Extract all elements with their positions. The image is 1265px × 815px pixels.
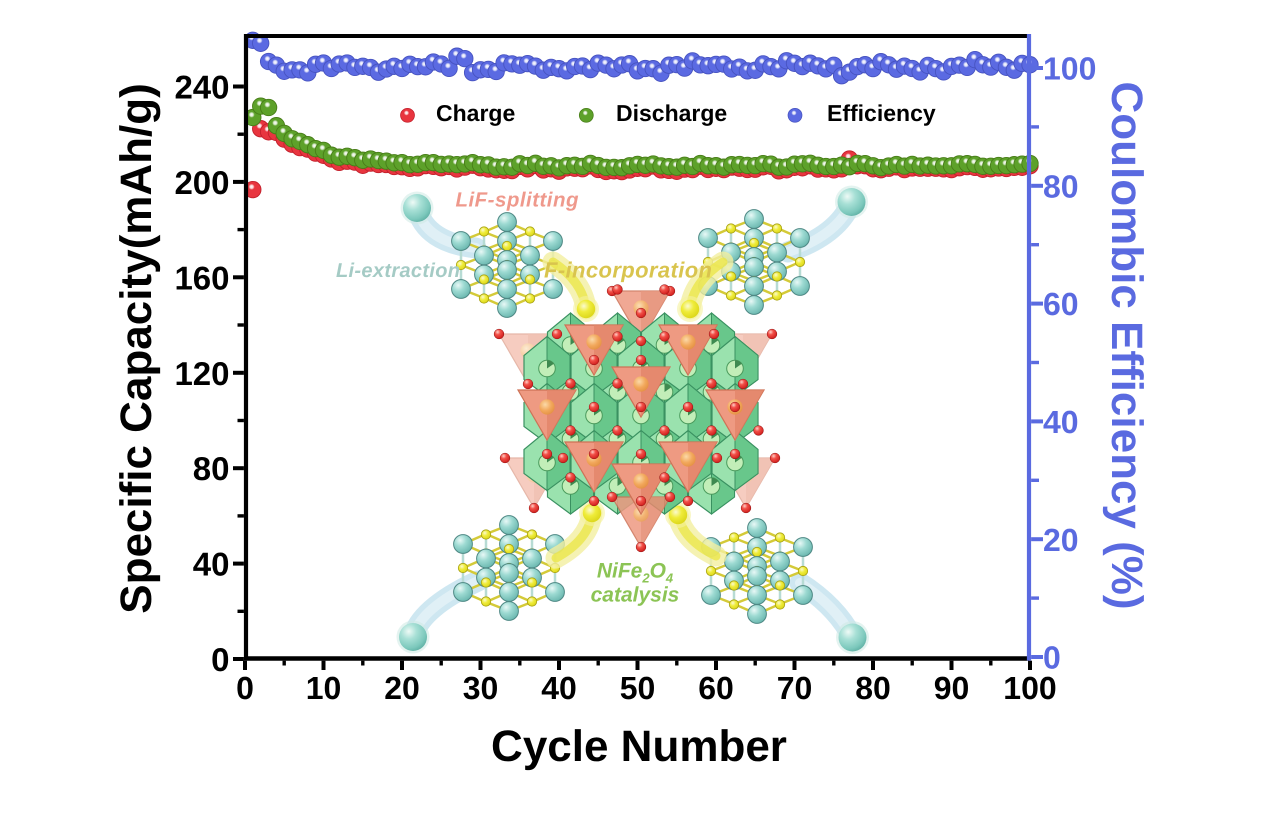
svg-text:Li-extraction: Li-extraction (336, 260, 460, 282)
svg-text:Cycle Number: Cycle Number (491, 722, 787, 771)
svg-text:Charge: Charge (436, 100, 515, 126)
svg-text:80: 80 (855, 670, 891, 706)
svg-text:120: 120 (174, 355, 229, 392)
svg-text:80: 80 (1043, 168, 1079, 204)
svg-text:Coulombic Efficiency (%): Coulombic Efficiency (%) (1102, 81, 1151, 609)
svg-text:0: 0 (1043, 640, 1061, 676)
svg-text:F-incorporation: F-incorporation (544, 258, 712, 283)
svg-text:40: 40 (1043, 404, 1079, 440)
svg-text:100: 100 (1043, 51, 1096, 87)
svg-text:30: 30 (463, 670, 499, 706)
svg-text:Discharge: Discharge (616, 100, 727, 126)
svg-text:Specific Capacity(mAh/g): Specific Capacity(mAh/g) (112, 83, 161, 614)
svg-text:20: 20 (384, 670, 420, 706)
svg-text:160: 160 (174, 259, 229, 296)
svg-text:10: 10 (306, 670, 342, 706)
svg-text:100: 100 (1003, 670, 1056, 706)
svg-text:0: 0 (236, 670, 254, 706)
svg-text:40: 40 (193, 546, 230, 583)
svg-text:70: 70 (777, 670, 813, 706)
svg-text:LiF-splitting: LiF-splitting (456, 189, 579, 212)
svg-text:40: 40 (541, 670, 577, 706)
svg-text:200: 200 (174, 164, 229, 201)
svg-text:80: 80 (193, 450, 230, 487)
svg-text:90: 90 (934, 670, 970, 706)
svg-text:60: 60 (1043, 286, 1079, 322)
svg-text:240: 240 (174, 69, 229, 106)
svg-text:NiFe2O4: NiFe2O4 (597, 560, 674, 586)
svg-text:Efficiency: Efficiency (827, 100, 936, 126)
svg-text:20: 20 (1043, 522, 1079, 558)
svg-text:60: 60 (698, 670, 734, 706)
svg-text:50: 50 (620, 670, 656, 706)
svg-text:catalysis: catalysis (591, 584, 680, 607)
svg-text:0: 0 (211, 641, 229, 678)
